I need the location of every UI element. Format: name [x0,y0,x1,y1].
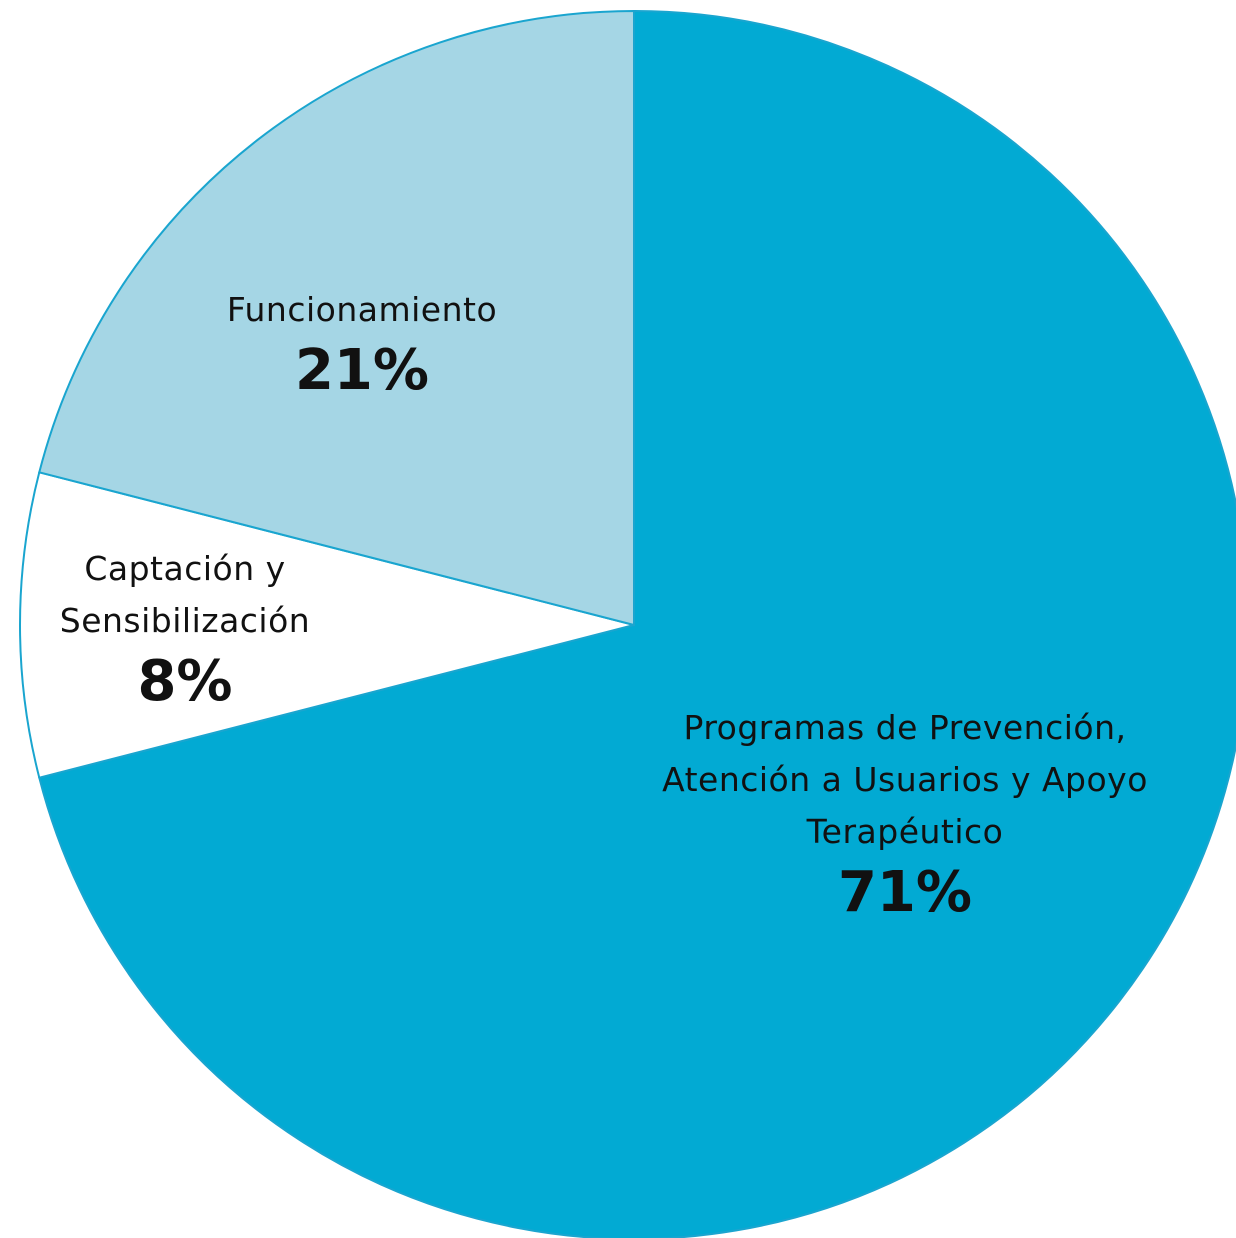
value-label: 71% [837,860,973,925]
pie-slice [38,9,1236,1238]
category-label: Programas de Prevención, Atención a Usua… [662,708,1148,851]
category-label: Captación y Sensibilización [59,549,311,640]
slice-label: Funcionamiento 21% [172,284,552,406]
value-label: 21% [294,338,430,403]
slice-label: Programas de Prevención, Atención a Usua… [645,702,1165,928]
pie-slice [38,9,635,627]
value-label: 8% [137,649,233,714]
category-label: Funcionamiento [226,290,498,329]
slice-label: Captación y Sensibilización 8% [25,543,345,717]
pie-slice [19,471,635,779]
